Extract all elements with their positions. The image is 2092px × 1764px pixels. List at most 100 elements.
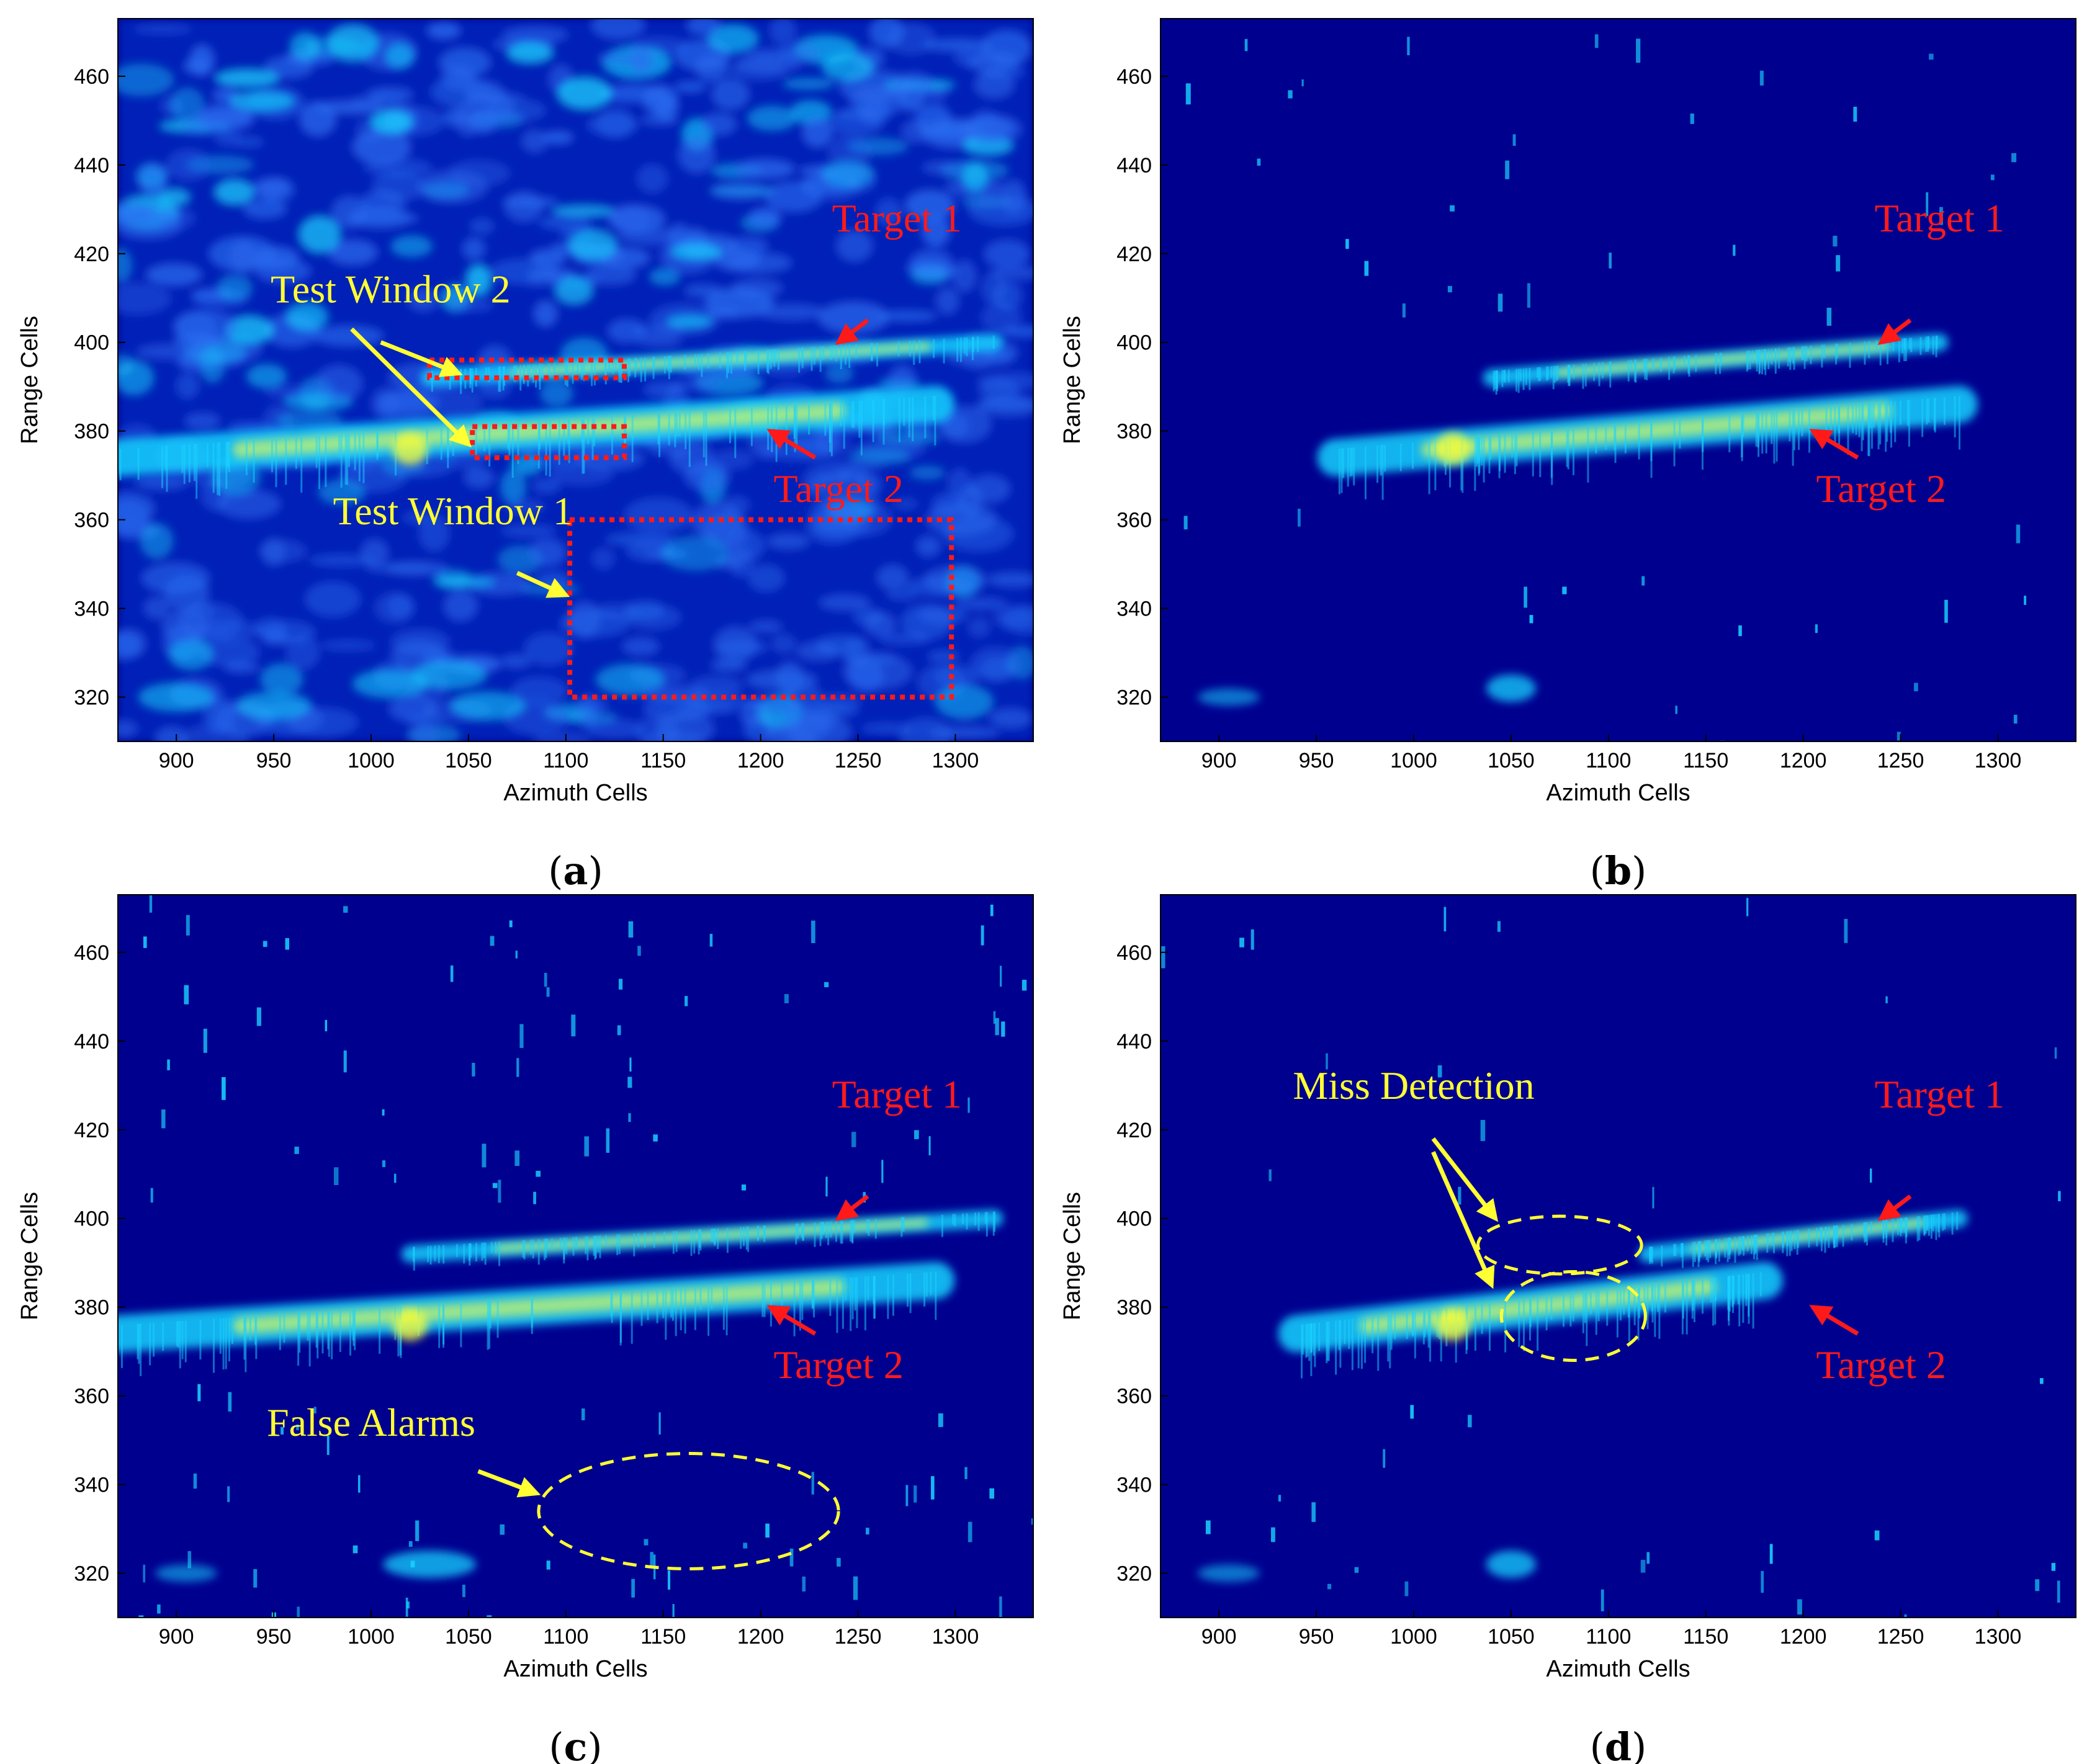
target-streak-line (321, 1312, 324, 1354)
clutter-blob (861, 723, 914, 734)
clutter-speck (325, 1019, 328, 1032)
clutter-blob (233, 137, 264, 147)
clutter-blob (686, 19, 721, 35)
clutter-speck (967, 1521, 972, 1542)
target-streak-line (166, 445, 168, 492)
target-streak-line (1903, 1217, 1906, 1233)
target-streak-line (819, 1222, 822, 1247)
clutter-speck (1404, 1581, 1409, 1596)
clutter-speck (1161, 946, 1165, 969)
highlight-ellipse (1476, 1214, 1643, 1276)
target-streak-line (1885, 402, 1887, 452)
y-axis-label: Range Cells (17, 1192, 43, 1320)
y-tick-label: 380 (74, 420, 109, 444)
target-streak-line (835, 1221, 837, 1242)
target-streak-line (1572, 1294, 1574, 1322)
clutter-speck (1311, 1502, 1316, 1522)
clutter-blob (917, 606, 967, 625)
clutter-speck (186, 915, 190, 936)
clutter-speck (581, 1408, 585, 1421)
clutter-speck (352, 1545, 358, 1554)
target-streak-line (653, 1232, 655, 1248)
target-streak-line (295, 437, 297, 469)
target-streak-line (820, 1222, 823, 1240)
target-streak-line (1808, 1229, 1810, 1248)
target-streak-line (853, 1220, 855, 1233)
clutter-speck (256, 1007, 261, 1026)
target-streak-line (1624, 424, 1627, 454)
x-tick-label: 1100 (1586, 1625, 1631, 1649)
target-streak-line (137, 1323, 139, 1359)
target-streak-line (1414, 1312, 1416, 1359)
clutter-layer (1183, 34, 2027, 741)
target-streak-line (181, 444, 184, 473)
target-streak-line (685, 412, 687, 449)
clutter-blob (555, 277, 593, 305)
target-streak-line (1335, 1320, 1337, 1375)
target-streak-line (1728, 1276, 1731, 1300)
target-streak-line (1552, 365, 1555, 390)
target-streak-line (338, 434, 341, 457)
x-axis-label: Azimuth Cells (503, 1656, 647, 1682)
clutter-speck (837, 1557, 841, 1567)
target-streak-line (1360, 1317, 1363, 1369)
clutter-speck (1512, 134, 1516, 146)
clutter-blob (261, 631, 290, 645)
target-streak-line (538, 364, 541, 382)
target-streak-line (468, 1243, 470, 1261)
target-streak-line (897, 341, 900, 357)
clutter-blob (608, 204, 650, 233)
clutter-speck (802, 1576, 806, 1592)
target-streak-line (1707, 1240, 1710, 1253)
target-streak-line (297, 1313, 300, 1366)
clutter-blob (312, 325, 384, 346)
target-streak-line (1793, 410, 1795, 450)
clutter-blob (958, 116, 1013, 140)
clutter-blob (507, 42, 553, 63)
target-streak-line (1771, 411, 1773, 444)
target-streak-line (315, 1312, 318, 1348)
target-streak-line (631, 415, 634, 462)
target-streak-line (1635, 359, 1637, 383)
target-streak-line (1828, 1226, 1830, 1248)
target-streak-line (959, 338, 962, 362)
target-streak-line (1715, 353, 1718, 365)
target-streak-line (1672, 356, 1675, 374)
target-streak-line (1338, 449, 1340, 495)
target-streak-line (1801, 409, 1803, 437)
x-tick-label: 1300 (1975, 1625, 2022, 1649)
target-streak-line (184, 1320, 187, 1363)
target-streak-line (1649, 1247, 1651, 1265)
target-streak-line (346, 434, 349, 485)
clutter-blob (118, 720, 138, 738)
clutter-speck (1447, 285, 1452, 293)
clutter-speck (571, 1014, 576, 1037)
y-tick-label: 340 (1116, 1474, 1152, 1497)
clutter-blob (410, 722, 439, 741)
target-streak-line (1569, 1294, 1572, 1327)
clutter-speck (1301, 79, 1304, 87)
y-tick-label: 400 (74, 1207, 109, 1231)
clutter-speck (1646, 1552, 1650, 1564)
target-streak-line (1643, 359, 1645, 373)
target-streak-line (469, 368, 472, 388)
target-streak-line (217, 442, 219, 495)
target-streak-line (727, 352, 730, 374)
target-streak-line (1350, 447, 1353, 476)
target-streak-line (698, 1229, 700, 1255)
y-tick-label: 460 (1116, 65, 1152, 89)
target-streak-line (850, 1220, 852, 1242)
caption-letter: d (1605, 1724, 1632, 1764)
target-streak-line (1877, 403, 1880, 450)
target-streak-line (316, 1312, 319, 1359)
clutter-speck (741, 1184, 747, 1191)
clutter-blob (448, 159, 510, 186)
clutter-blob (568, 230, 617, 261)
clutter-blob (820, 488, 880, 524)
target-streak-line (1753, 1235, 1755, 1260)
target-streak-line (840, 1220, 842, 1244)
target-streak-line (670, 356, 672, 373)
target-streak-line (1349, 447, 1352, 477)
caption-paren-open: ( (1590, 848, 1605, 893)
target-streak-1 (1483, 333, 1949, 395)
